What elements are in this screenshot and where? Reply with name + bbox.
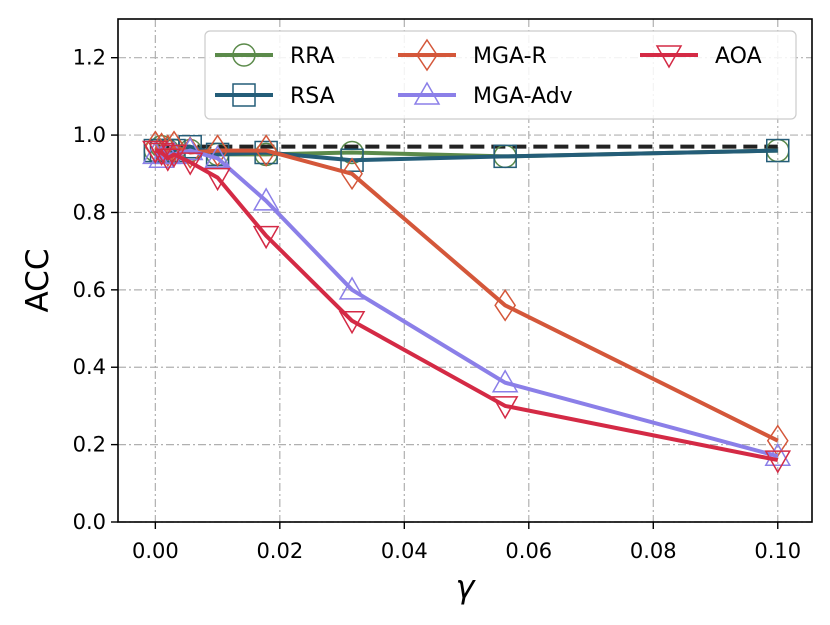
data-point xyxy=(338,276,366,300)
y-tick-label: 0.6 xyxy=(73,278,106,302)
legend-item: MGA-Adv xyxy=(398,81,573,109)
data-point xyxy=(176,152,204,176)
x-tick-label: 0.06 xyxy=(505,539,552,563)
legend-label: MGA-Adv xyxy=(473,84,573,109)
data-point xyxy=(491,396,519,420)
legend-label: MGA-R xyxy=(473,44,547,69)
series-aoa xyxy=(142,140,792,474)
legend-marker xyxy=(413,81,441,105)
data-point xyxy=(764,450,792,474)
series-line xyxy=(154,148,779,459)
data-point xyxy=(341,157,363,191)
series-mga-adv xyxy=(142,137,792,466)
data-point xyxy=(493,144,517,169)
y-tick-label: 0.4 xyxy=(73,355,106,379)
y-tick-label: 0.0 xyxy=(73,510,106,534)
data-point xyxy=(252,187,280,211)
x-axis-label: γ xyxy=(456,568,477,606)
data-point xyxy=(340,148,364,172)
data-point xyxy=(252,225,280,250)
data-point xyxy=(142,140,169,165)
legend-label: AOA xyxy=(715,44,762,69)
y-axis-label: ACC xyxy=(20,249,56,313)
data-point xyxy=(766,138,790,163)
legend-item: AOA xyxy=(640,44,762,69)
legend-item: RSA xyxy=(215,83,335,109)
legend-marker xyxy=(232,83,256,107)
legend-marker xyxy=(232,43,256,67)
data-point xyxy=(206,134,229,167)
y-tick-label: 0.2 xyxy=(73,433,106,457)
plot-frame xyxy=(117,18,813,523)
legend-marker xyxy=(655,45,683,69)
y-tick-label: 1.2 xyxy=(73,46,106,70)
x-tick-label: 0.04 xyxy=(381,539,428,563)
data-point xyxy=(255,134,278,167)
series-layer xyxy=(142,130,792,474)
legend-label: RSA xyxy=(290,84,335,109)
x-tick-label: 0.10 xyxy=(754,539,801,563)
legend: RRA RSA MGA-R MGA-Adv AOA xyxy=(204,30,797,120)
data-point xyxy=(204,144,231,169)
x-tick-label: 0.08 xyxy=(630,539,677,563)
data-point xyxy=(764,442,792,466)
x-axis-ticks: 0.00 0.02 0.04 0.06 0.08 0.10 xyxy=(132,522,801,563)
data-point xyxy=(338,311,366,335)
data-point xyxy=(204,167,231,192)
y-axis-ticks: 0.0 0.2 0.4 0.6 0.8 1.0 1.2 xyxy=(73,46,118,534)
data-point xyxy=(494,288,517,322)
x-tick-label: 0.00 xyxy=(132,539,179,563)
data-point xyxy=(491,369,519,393)
series-line xyxy=(154,144,779,443)
legend-item: MGA-R xyxy=(398,38,547,72)
data-point xyxy=(154,148,182,172)
legend-label: RRA xyxy=(290,44,335,69)
y-tick-label: 1.0 xyxy=(73,123,106,147)
legend-marker xyxy=(416,38,438,72)
data-point xyxy=(179,136,202,169)
y-tick-label: 0.8 xyxy=(73,200,106,224)
x-tick-label: 0.02 xyxy=(256,539,303,563)
series-line xyxy=(154,148,779,463)
legend-item: RRA xyxy=(215,43,335,69)
